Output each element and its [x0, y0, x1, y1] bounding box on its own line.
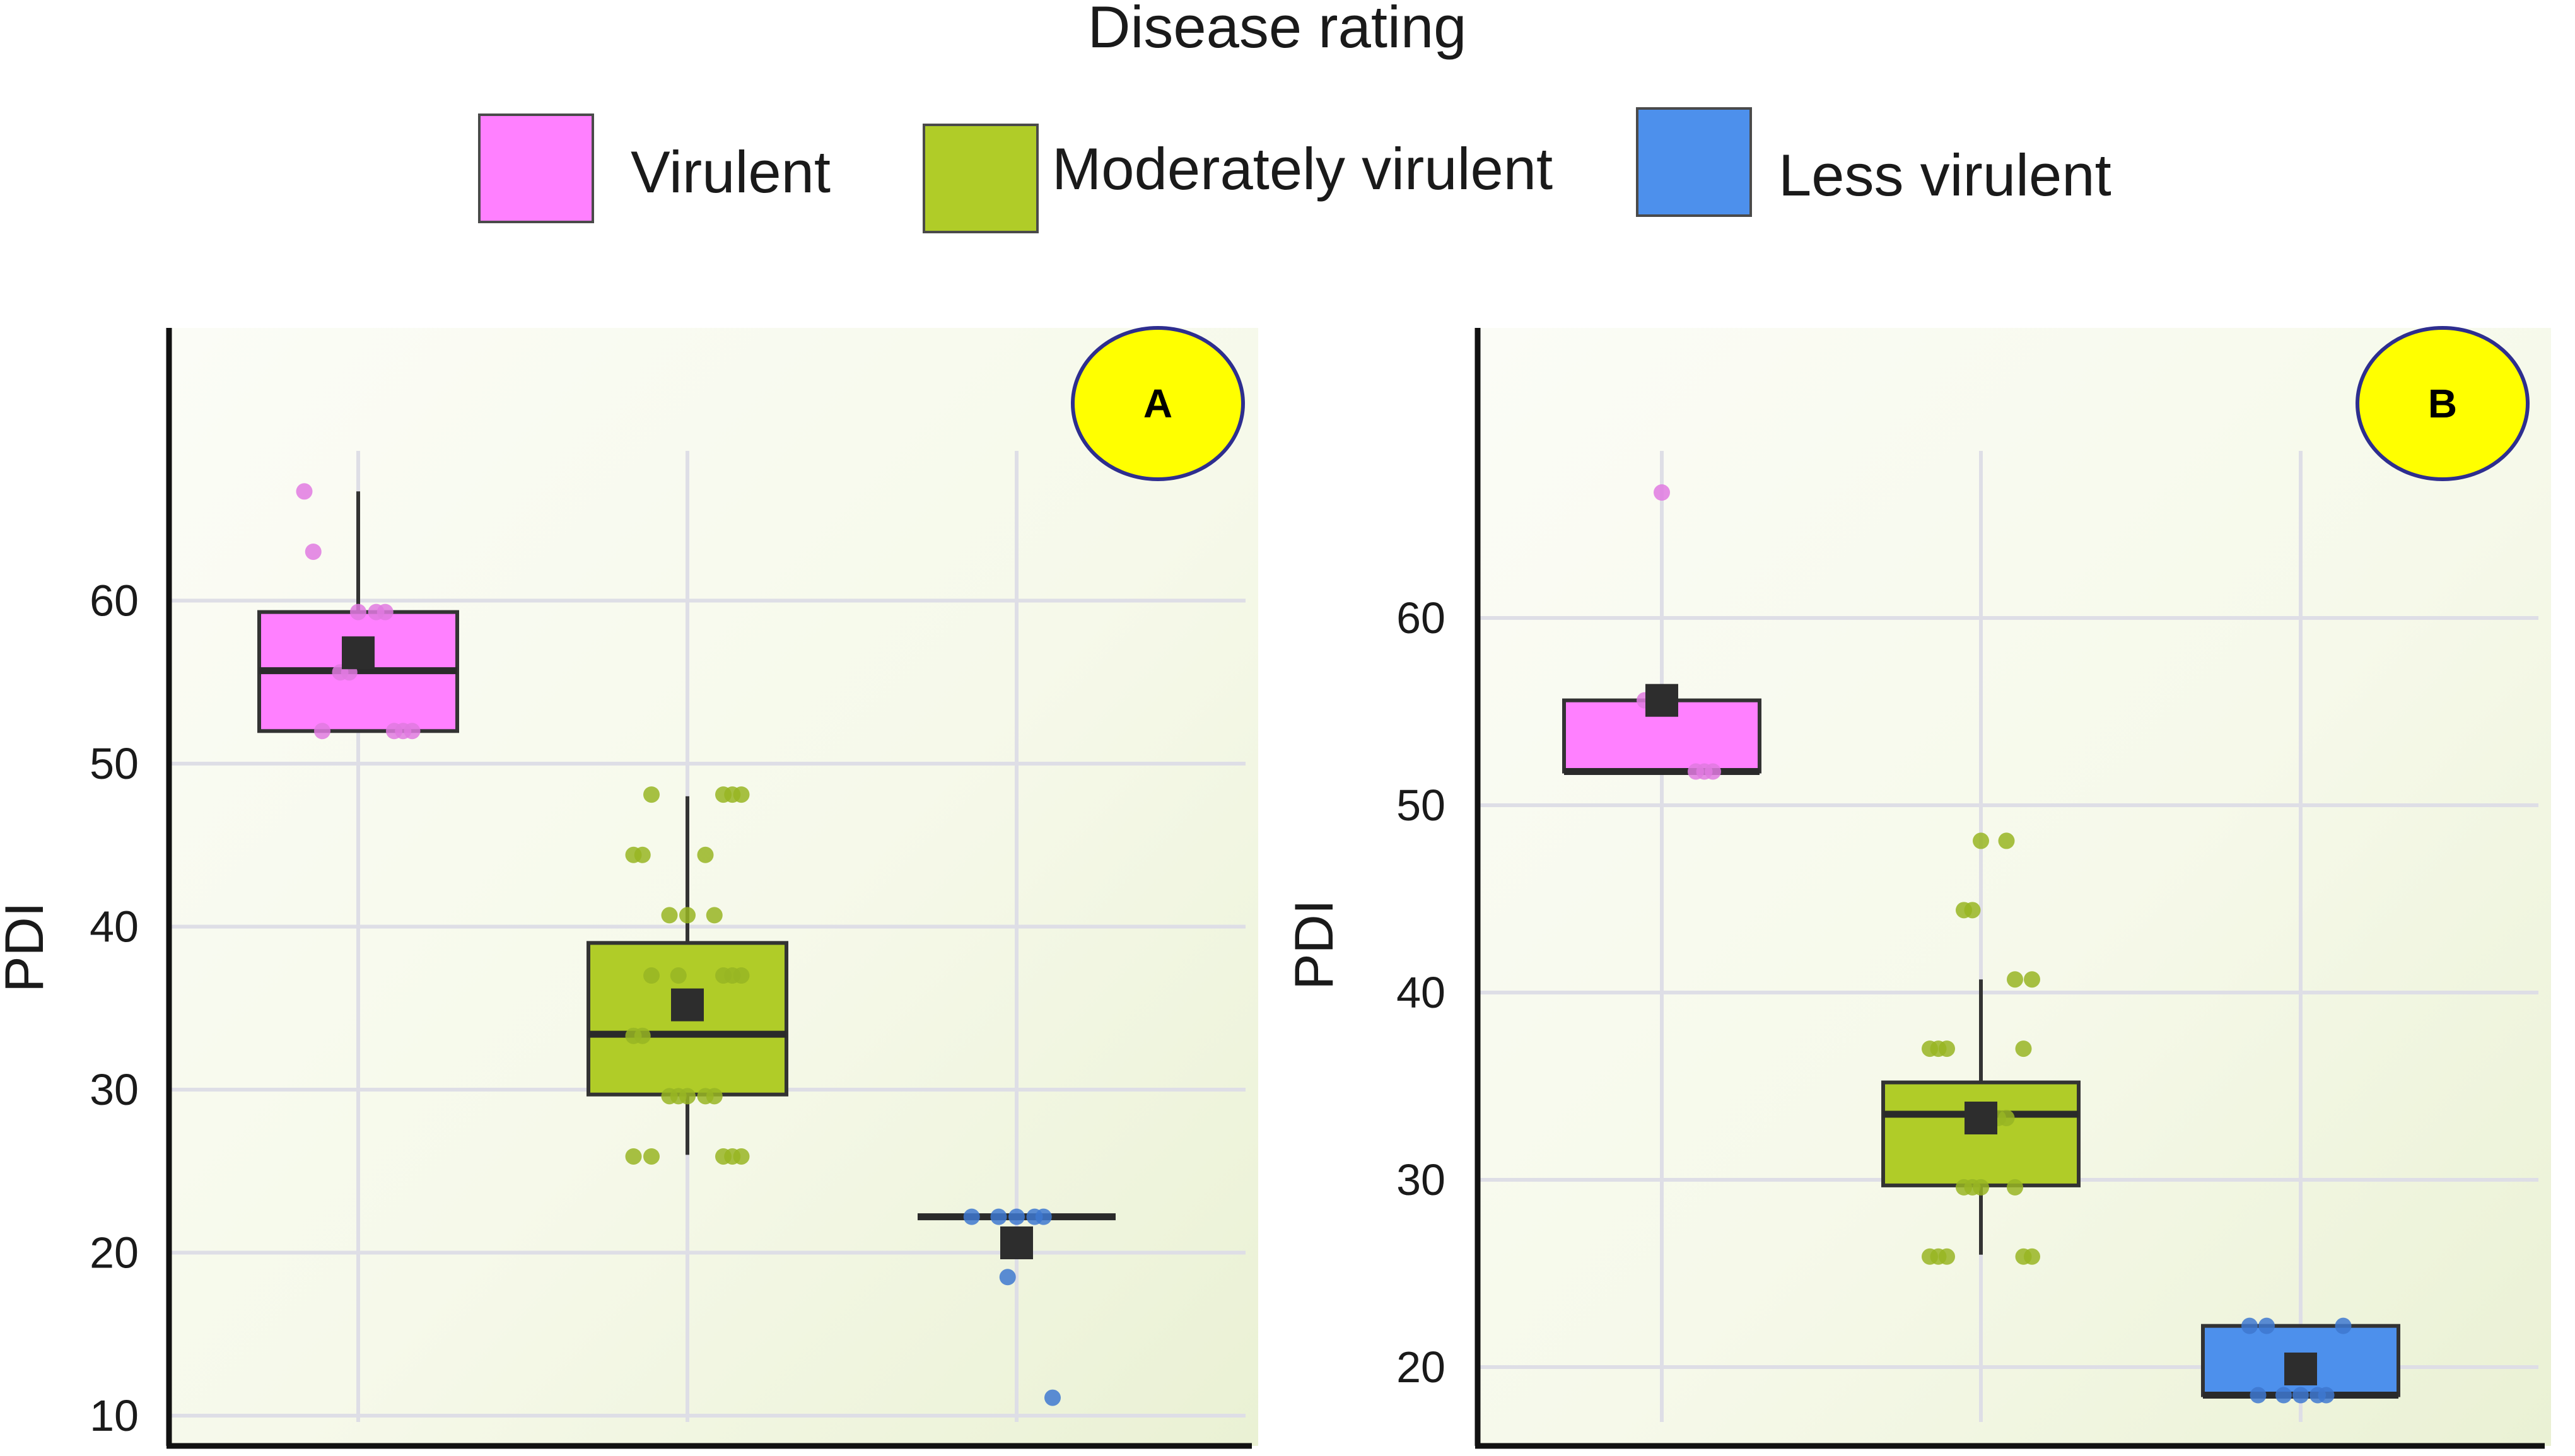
legend-swatch-less-virulent — [1636, 107, 1752, 217]
panel-badge — [2356, 326, 2530, 481]
y-axis-title: PDI — [0, 902, 55, 992]
legend-label-virulent: Virulent — [631, 139, 831, 205]
data-point — [1964, 1179, 1981, 1196]
data-point — [314, 723, 330, 740]
data-point — [724, 786, 741, 803]
data-point — [963, 1208, 980, 1225]
data-point — [2275, 1387, 2292, 1404]
data-point — [1696, 763, 1713, 780]
data-point — [2007, 971, 2023, 988]
legend-swatch-moderately-virulent — [923, 124, 1039, 233]
panel-b: 20 30 40 50 60 PDI B — [1284, 326, 2551, 1449]
legend-title: Disease rating — [1088, 0, 1467, 60]
panel-a: 10 20 30 40 50 60 PDI A — [0, 326, 1258, 1449]
data-point — [724, 967, 741, 984]
data-point — [2241, 1317, 2258, 1334]
data-point — [634, 846, 651, 863]
plot-background — [1480, 328, 2551, 1446]
data-point — [2250, 1387, 2267, 1404]
box-group-virulent — [257, 483, 459, 740]
y-tick-label: 10 — [90, 1391, 139, 1440]
plot-background — [172, 328, 1258, 1446]
data-point — [670, 967, 687, 984]
legend-label-moderately-virulent: Moderately virulent — [1052, 136, 1553, 202]
data-point — [706, 1088, 723, 1105]
data-point — [643, 967, 660, 984]
data-point — [305, 543, 322, 560]
box-group-less-virulent — [918, 1208, 1116, 1406]
mean-marker — [1965, 1101, 1997, 1134]
box-group-moderately-virulent — [1881, 832, 2081, 1265]
data-point — [2024, 971, 2040, 988]
data-point — [395, 723, 412, 740]
panel-badge — [1071, 326, 1245, 481]
data-point — [724, 1148, 741, 1165]
legend: Disease rating Virulent Moderately virul… — [478, 0, 2111, 233]
y-tick-label: 60 — [90, 576, 139, 626]
data-point — [643, 786, 660, 803]
data-point — [2318, 1387, 2335, 1404]
data-point — [2015, 1040, 2032, 1057]
data-point — [999, 1269, 1016, 1286]
data-point — [706, 907, 723, 924]
panel-letter: A — [1143, 381, 1172, 426]
panel-letter: B — [2428, 381, 2457, 426]
y-tick-label: 30 — [90, 1065, 139, 1114]
data-point — [296, 483, 313, 500]
data-point — [1973, 832, 1989, 849]
data-point — [697, 846, 714, 863]
mean-marker — [2284, 1352, 2317, 1385]
legend-swatch-virulent — [478, 114, 594, 223]
data-point — [2007, 1179, 2023, 1196]
legend-label-less-virulent: Less virulent — [1778, 142, 2111, 208]
y-tick-label: 30 — [1396, 1155, 1445, 1204]
data-point — [670, 1088, 687, 1105]
y-tick-label: 40 — [1396, 968, 1445, 1017]
data-point — [990, 1208, 1007, 1225]
mean-marker — [671, 988, 704, 1022]
data-point — [1008, 1208, 1025, 1225]
box-group-less-virulent — [2201, 1317, 2400, 1404]
data-point — [377, 603, 394, 620]
data-point — [1964, 902, 1981, 919]
y-axis-title: PDI — [1284, 899, 1345, 989]
box-group-moderately-virulent — [587, 786, 788, 1165]
box-group-virulent — [1562, 484, 1761, 780]
data-point — [350, 603, 366, 620]
y-tick-label: 50 — [1396, 781, 1445, 830]
data-point — [679, 907, 696, 924]
y-tick-label: 60 — [1396, 593, 1445, 643]
data-point — [1998, 832, 2015, 849]
data-point — [2292, 1387, 2309, 1404]
mean-marker — [1645, 684, 1678, 717]
data-point — [2258, 1317, 2275, 1334]
data-point — [1998, 1109, 2015, 1126]
data-point — [1930, 1040, 1947, 1057]
data-point — [634, 1027, 651, 1044]
data-point — [1044, 1389, 1061, 1406]
data-point — [2015, 1248, 2032, 1265]
data-point — [1930, 1248, 1947, 1265]
y-tick-label: 50 — [90, 739, 139, 788]
y-tick-label: 40 — [90, 902, 139, 952]
y-tick-label: 20 — [90, 1228, 139, 1278]
data-point — [1654, 484, 1670, 501]
mean-marker — [1000, 1226, 1033, 1259]
data-point — [661, 907, 678, 924]
data-point — [2335, 1317, 2352, 1334]
y-tick-label: 20 — [1396, 1342, 1445, 1392]
data-point — [643, 1148, 660, 1165]
data-point — [1035, 1208, 1052, 1225]
data-point — [625, 1148, 642, 1165]
mean-marker — [342, 636, 375, 670]
